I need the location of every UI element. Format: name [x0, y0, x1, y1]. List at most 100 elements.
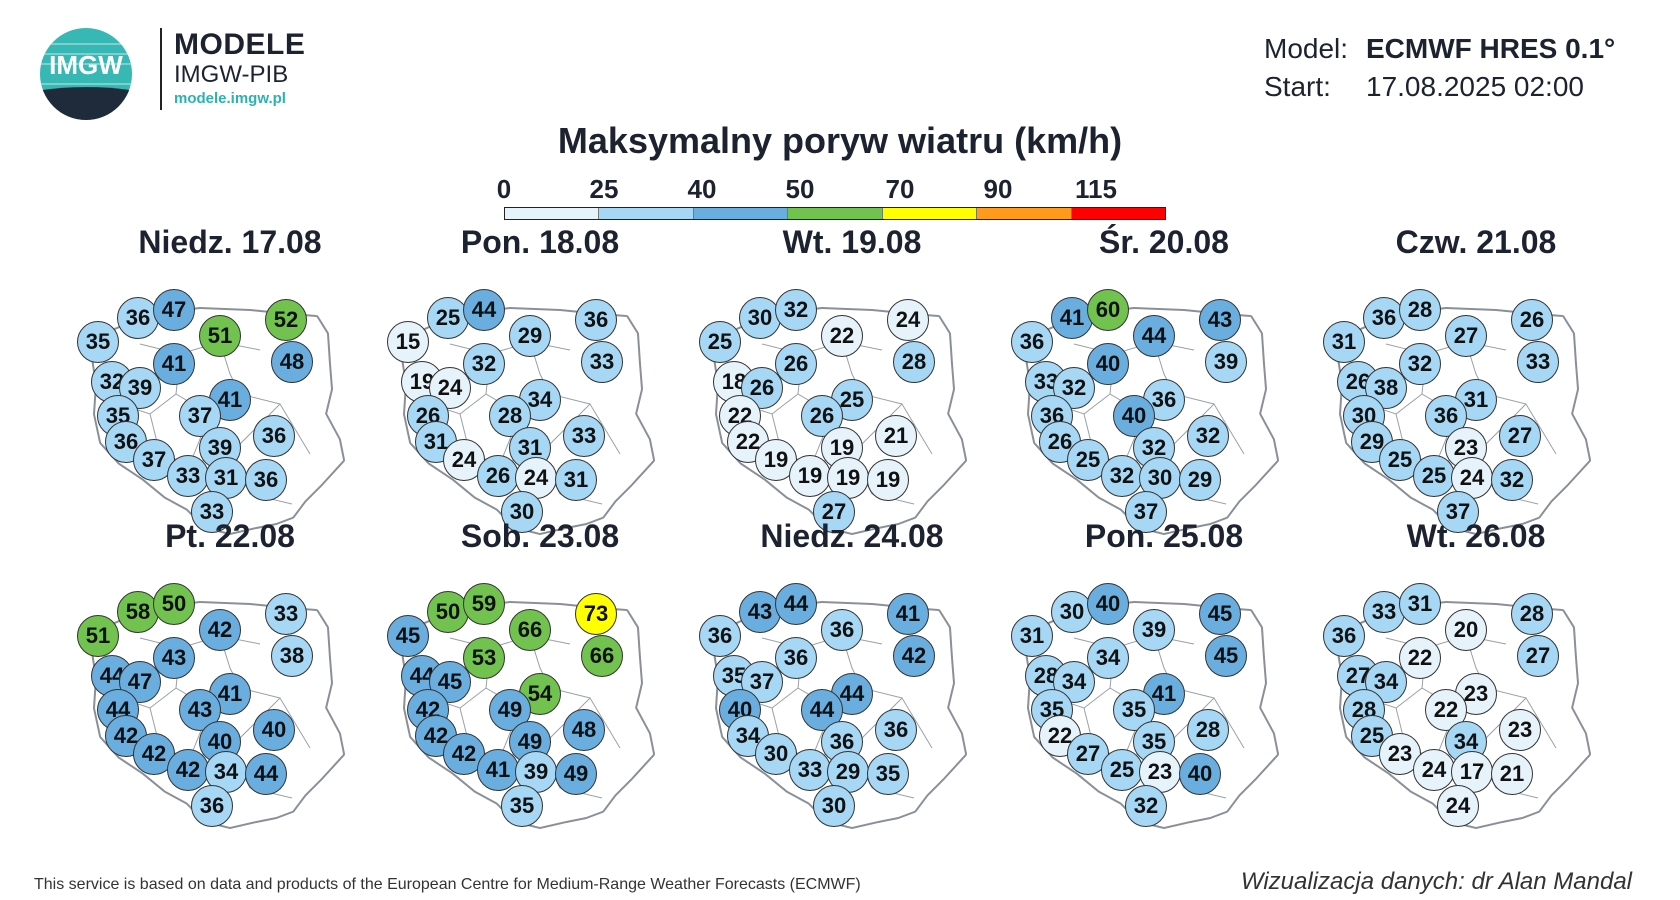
gust-value-bubble: 27	[1517, 635, 1559, 677]
gust-value-bubble: 19	[789, 455, 831, 497]
gust-value-bubble: 33	[1363, 591, 1405, 633]
model-info: Model: ECMWF HRES 0.1° Start: 17.08.2025 0…	[1264, 30, 1615, 106]
gust-value-bubble: 22	[1425, 689, 1467, 731]
gust-value-bubble: 42	[893, 635, 935, 677]
gust-value-bubble: 28	[1399, 289, 1441, 331]
gust-value-bubble: 47	[119, 661, 161, 703]
gust-value-bubble: 20	[1445, 609, 1487, 651]
scale-segment	[1070, 208, 1165, 219]
gust-value-bubble: 41	[153, 343, 195, 385]
gust-value-bubble: 28	[1511, 593, 1553, 635]
gust-value-bubble: 66	[581, 635, 623, 677]
gust-value-bubble: 33	[167, 455, 209, 497]
scale-segment	[692, 208, 788, 219]
day-panel: Czw. 21.08 31 36 28 27 26 32 33 26 38 31 30 36 27 23 29…	[1323, 224, 1626, 535]
gust-value-bubble: 49	[555, 753, 597, 795]
gust-value-bubble: 53	[463, 637, 505, 679]
scale-segment	[598, 208, 693, 219]
gust-value-bubble: 48	[563, 709, 605, 751]
gust-value-bubble: 51	[77, 615, 119, 657]
gust-value-bubble: 49	[509, 721, 551, 763]
scale-segment	[976, 208, 1071, 219]
gust-value-bubble: 32	[1125, 785, 1167, 827]
gust-value-bubble: 29	[827, 751, 869, 793]
gust-value-bubble: 21	[1491, 753, 1533, 795]
gust-value-bubble: 28	[893, 341, 935, 383]
gust-value-bubble: 34	[1365, 661, 1407, 703]
scale-segment	[881, 208, 977, 219]
gust-value-bubble: 36	[1011, 321, 1053, 363]
gust-value-bubble: 36	[875, 709, 917, 751]
model-label: Model:	[1264, 33, 1349, 64]
color-scale	[504, 207, 1166, 220]
scale-tick-label: 70	[885, 174, 915, 204]
gust-value-bubble: 45	[387, 615, 429, 657]
day-panel: Pon. 18.08 15 25 44 29 36 32 33 19 24 34 26 28 33 31 31…	[387, 224, 690, 535]
gust-value-bubble: 35	[77, 321, 119, 363]
gust-value-bubble: 27	[1067, 733, 1109, 775]
day-panel: Śr. 20.08 36 41 60 44 43 40 39 33 32 36 36 40 32 32 26 2…	[1011, 224, 1314, 535]
gust-value-bubble: 60	[1087, 289, 1129, 331]
gust-value-bubble: 23	[1379, 733, 1421, 775]
gust-value-bubble: 41	[477, 749, 519, 791]
gust-value-bubble: 32	[1491, 459, 1533, 501]
gust-value-bubble: 41	[887, 593, 929, 635]
gust-value-bubble: 59	[463, 583, 505, 625]
gust-value-bubble: 24	[887, 299, 929, 341]
gust-value-bubble: 36	[821, 609, 863, 651]
gust-value-bubble: 35	[501, 785, 543, 827]
day-panel: Pt. 22.08 51 58 50 42 33 43 38 44 47 41 44 43 40 40 42 4…	[77, 518, 380, 829]
gust-value-bubble: 36	[117, 297, 159, 339]
gust-value-bubble: 32	[1399, 343, 1441, 385]
gust-value-bubble: 22	[1399, 637, 1441, 679]
start-label: Start:	[1264, 71, 1331, 102]
gust-value-bubble: 25	[1067, 439, 1109, 481]
gust-value-bubble: 32	[1187, 415, 1229, 457]
day-panel: Sob. 23.08 45 50 59 66 73 53 66 44 45 54 42 49 48 49 42…	[387, 518, 690, 829]
gust-value-bubble: 35	[867, 753, 909, 795]
gust-value-bubble: 41	[1051, 297, 1093, 339]
day-panel: Wt. 19.08 25 30 32 22 24 26 28 18 26 25 22 26 21 19 22 1…	[699, 224, 1002, 535]
gust-value-bubble: 24	[1413, 749, 1455, 791]
gust-value-bubble: 25	[1413, 455, 1455, 497]
gust-value-bubble: 31	[1323, 321, 1365, 363]
gust-value-bubble: 25	[699, 321, 741, 363]
gust-value-bubble: 25	[1379, 439, 1421, 481]
gust-value-bubble: 23	[1455, 673, 1497, 715]
gust-value-bubble: 30	[501, 491, 543, 533]
gust-value-bubble: 32	[1053, 367, 1095, 409]
gust-value-bubble: 30	[1139, 457, 1181, 499]
gust-value-bubble: 23	[1499, 709, 1541, 751]
gust-value-bubble: 38	[271, 635, 313, 677]
gust-value-bubble: 44	[245, 753, 287, 795]
gust-value-bubble: 31	[555, 459, 597, 501]
gust-value-bubble: 36	[1323, 615, 1365, 657]
gust-value-bubble: 25	[427, 297, 469, 339]
gust-value-bubble: 33	[265, 593, 307, 635]
scale-tick-label: 25	[589, 174, 619, 204]
scale-tick-label: 50	[785, 174, 815, 204]
gust-value-bubble: 31	[1011, 615, 1053, 657]
gust-value-bubble: 44	[831, 673, 873, 715]
day-label: Niedz. 17.08	[138, 224, 322, 260]
gust-value-bubble: 40	[1179, 753, 1221, 795]
gust-value-bubble: 33	[191, 491, 233, 533]
brand-subtitle: IMGW-PIB	[174, 61, 289, 88]
footer-credit: This service is based on data and produc…	[34, 876, 861, 893]
gust-value-bubble: 47	[153, 289, 195, 331]
gust-value-bubble: 43	[1199, 299, 1241, 341]
gust-value-bubble: 30	[739, 297, 781, 339]
brand-url[interactable]: modele.imgw.pl	[174, 90, 286, 107]
gust-value-bubble: 32	[1101, 455, 1143, 497]
gust-value-bubble: 27	[813, 491, 855, 533]
gust-value-bubble: 37	[741, 661, 783, 703]
gust-value-bubble: 26	[741, 367, 783, 409]
gust-value-bubble: 34	[1087, 637, 1129, 679]
gust-value-bubble: 44	[463, 289, 505, 331]
imgw-logo: IMGW	[36, 24, 136, 124]
day-label: Wt. 26.08	[1406, 518, 1546, 554]
gust-value-bubble: 42	[199, 609, 241, 651]
gust-value-bubble: 40	[253, 709, 295, 751]
model-value: ECMWF HRES 0.1°	[1366, 33, 1616, 64]
day-panel: Pon. 25.08 31 30 40 39 45 34 45 28 34 41 35 35 28 35 22…	[1011, 518, 1314, 829]
